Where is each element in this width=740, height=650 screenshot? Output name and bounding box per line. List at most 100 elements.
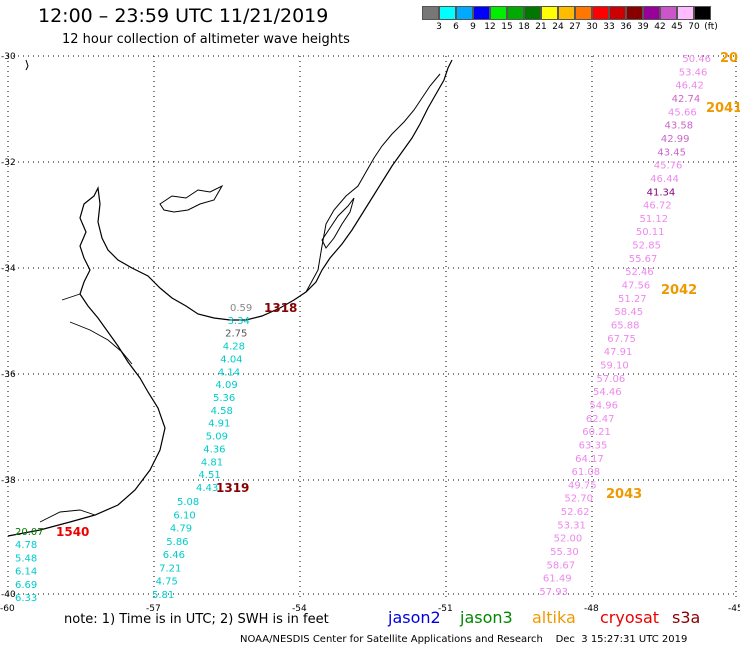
wave-height-value: 4.79 bbox=[170, 524, 192, 535]
latitude-label: -30 bbox=[1, 52, 16, 62]
wave-height-value: 6.14 bbox=[15, 567, 37, 578]
map-title: 12:00 – 23:59 UTC 11/21/2019 bbox=[38, 5, 329, 27]
track-label: 2041 bbox=[706, 101, 740, 116]
legend-label: 12 bbox=[484, 22, 496, 32]
legend-label: 33 bbox=[603, 22, 615, 32]
wave-height-value: 55.67 bbox=[629, 254, 658, 265]
track-label: 2043 bbox=[606, 487, 642, 502]
wave-height-value: 7.21 bbox=[159, 563, 181, 574]
wave-height-value: 51.12 bbox=[639, 214, 668, 225]
color-scale-legend bbox=[422, 6, 711, 20]
wave-height-value: 57.93 bbox=[539, 587, 568, 598]
wave-height-value: 50.46 bbox=[682, 54, 711, 65]
wave-height-value: 65.88 bbox=[611, 321, 640, 332]
legend-swatch bbox=[660, 6, 677, 20]
legend-label: (ft) bbox=[704, 22, 718, 32]
wave-height-value: 46.42 bbox=[675, 81, 704, 92]
legend-label: 18 bbox=[518, 22, 530, 32]
legend-label: 30 bbox=[586, 22, 598, 32]
wave-height-value: 52.00 bbox=[554, 534, 583, 545]
wave-height-value: 4.36 bbox=[203, 444, 225, 455]
latitude-label: -32 bbox=[1, 158, 16, 168]
wave-height-value: 4.75 bbox=[156, 577, 178, 588]
track-label: 20 bbox=[720, 51, 738, 66]
wave-height-value: 20.07 bbox=[15, 527, 44, 538]
legend-swatch bbox=[541, 6, 558, 20]
wave-height-value: 61.08 bbox=[572, 467, 601, 478]
longitude-label: -57 bbox=[146, 604, 161, 614]
wave-height-value: 63.35 bbox=[579, 440, 608, 451]
islet bbox=[25, 59, 29, 71]
wave-height-value: 0.59 bbox=[230, 303, 252, 314]
wave-height-value: 54.46 bbox=[593, 387, 622, 398]
legend-label: 45 bbox=[671, 22, 683, 32]
satellite-name: jason2 bbox=[388, 608, 441, 627]
wave-height-value: 52.85 bbox=[632, 241, 661, 252]
latitude-label: -38 bbox=[1, 476, 16, 486]
legend-swatch bbox=[626, 6, 643, 20]
wave-height-value: 42.74 bbox=[672, 94, 701, 105]
wave-height-value: 43.45 bbox=[657, 147, 686, 158]
legend-swatch bbox=[524, 6, 541, 20]
track-label: 1540 bbox=[56, 525, 89, 539]
legend-swatch bbox=[575, 6, 592, 20]
wave-height-value: 4.28 bbox=[223, 342, 245, 353]
wave-height-value: 49.75 bbox=[568, 480, 597, 491]
wave-height-value: 46.44 bbox=[650, 174, 679, 185]
legend-label: 70 bbox=[688, 22, 700, 32]
note-text: note: 1) Time is in UTC; 2) SWH is in fe… bbox=[64, 612, 329, 627]
track-label: 1318 bbox=[264, 301, 297, 315]
track-label: 2042 bbox=[661, 283, 697, 298]
legend-swatch bbox=[694, 6, 711, 20]
wave-height-value: 47.91 bbox=[604, 347, 633, 358]
legend-swatch bbox=[677, 6, 694, 20]
wave-height-value: 4.78 bbox=[15, 540, 37, 551]
legend-swatch bbox=[592, 6, 609, 20]
legend-swatch bbox=[490, 6, 507, 20]
wave-height-value: 4.14 bbox=[218, 367, 240, 378]
estuary-border bbox=[39, 293, 133, 523]
wave-height-value: 3.34 bbox=[228, 316, 250, 327]
wave-height-value: 47.56 bbox=[622, 281, 651, 292]
axis-labels: -30 -32 -34 -36 -38 -40 -60 -57 -54 -51 -48 -45 bbox=[0, 52, 740, 614]
latitude-label: -40 bbox=[1, 590, 16, 600]
lagoon bbox=[321, 197, 355, 249]
legend-label: 3 bbox=[436, 22, 442, 32]
legend-swatch bbox=[456, 6, 473, 20]
wave-height-value: 6.46 bbox=[163, 550, 185, 561]
wave-height-value: 4.81 bbox=[201, 457, 223, 468]
wave-height-value: 52.70 bbox=[564, 494, 593, 505]
legend-label: 9 bbox=[470, 22, 476, 32]
legend-swatch bbox=[422, 6, 439, 20]
wave-height-value: 4.58 bbox=[211, 406, 233, 417]
wave-height-value: 52.46 bbox=[625, 267, 654, 278]
coastline-detail bbox=[305, 73, 441, 293]
satellite-name: altika bbox=[532, 608, 576, 627]
wave-height-value: 53.46 bbox=[679, 67, 708, 78]
wave-height-value: 6.10 bbox=[173, 510, 195, 521]
legend-label: 36 bbox=[620, 22, 632, 32]
wave-height-value: 5.08 bbox=[177, 497, 199, 508]
legend-swatch bbox=[473, 6, 490, 20]
wave-height-value: 4.43 bbox=[196, 483, 218, 494]
legend-swatch bbox=[439, 6, 456, 20]
legend-swatch bbox=[609, 6, 626, 20]
legend-label: 21 bbox=[535, 22, 547, 32]
wave-height-value: 59.10 bbox=[600, 360, 629, 371]
longitude-label: -51 bbox=[438, 604, 453, 614]
wave-height-value: 64.17 bbox=[575, 454, 604, 465]
wave-height-value: 5.09 bbox=[206, 432, 228, 443]
latitude-label: -34 bbox=[1, 264, 16, 274]
legend-label: 24 bbox=[552, 22, 564, 32]
wave-height-value: 43.58 bbox=[664, 121, 693, 132]
wave-height-value: 54.96 bbox=[589, 400, 618, 411]
wave-height-value: 46.72 bbox=[643, 201, 672, 212]
wave-height-value: 61.49 bbox=[543, 574, 572, 585]
wave-height-value: 55.30 bbox=[550, 547, 579, 558]
wave-height-value: 2.75 bbox=[225, 329, 247, 340]
wave-height-value: 4.91 bbox=[208, 419, 230, 430]
wave-height-value: 62.47 bbox=[586, 414, 615, 425]
latitude-label: -36 bbox=[1, 370, 16, 380]
wave-height-value: 50.11 bbox=[636, 227, 665, 238]
